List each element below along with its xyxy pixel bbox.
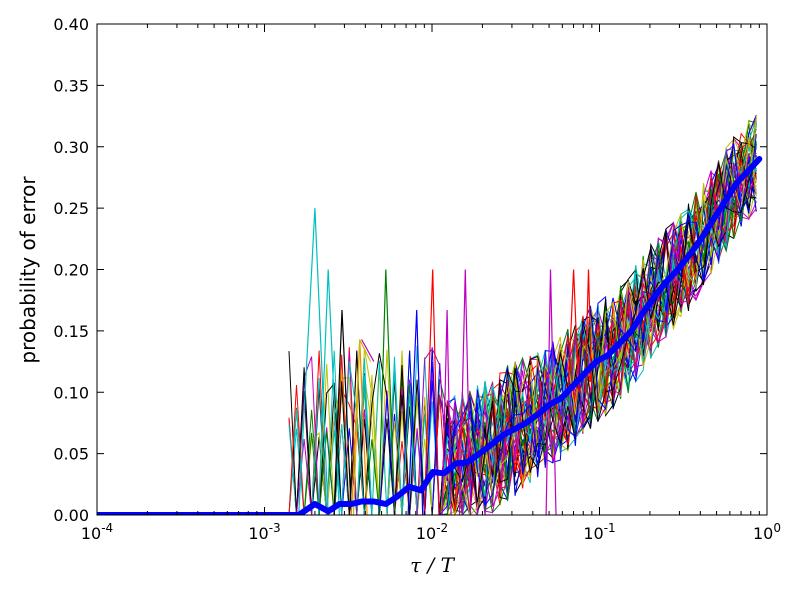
y-tick-label: 0.20: [53, 261, 89, 280]
noise-series-line: [289, 158, 757, 515]
y-tick-label: 0.15: [53, 322, 89, 341]
y-axis: 0.00 0.05 0.10 0.15 0.20 0.25 0.30 0.35 0.40: [53, 15, 767, 525]
noise-series-line: [289, 137, 757, 515]
spike-series-line: [407, 309, 424, 515]
y-tick-label: 0.00: [53, 506, 89, 525]
spike-series-line: [333, 309, 352, 515]
x-tick-label: 10-3: [248, 521, 280, 543]
noise-series-line: [289, 134, 757, 515]
spike-series-line: [423, 269, 440, 515]
mean-series-group: [97, 156, 763, 515]
y-tick-label: 0.30: [53, 138, 89, 157]
y-tick-label: 0.25: [53, 199, 89, 218]
x-tick-label: 10-2: [416, 521, 448, 543]
y-tick-label: 0.05: [53, 445, 89, 464]
spike-series-line: [567, 269, 580, 393]
x-axis: 10-4 10-3 10-2 10-1 100: [81, 24, 781, 543]
y-tick-label: 0.10: [53, 383, 89, 402]
noise-series-line: [289, 145, 757, 515]
spike-series-line: [378, 269, 396, 515]
noise-series-line: [289, 163, 757, 515]
spike-series-line: [584, 269, 593, 393]
noise-series-line: [289, 115, 757, 515]
noise-series-line: [289, 118, 757, 515]
y-tick-label: 0.35: [53, 76, 89, 95]
y-axis-label: probability of error: [16, 176, 40, 364]
spike-series-line: [317, 269, 340, 515]
noise-series-line: [289, 160, 757, 515]
mean-series-line: [97, 156, 763, 515]
noise-series-line: [289, 159, 757, 515]
noise-series-line: [289, 143, 757, 515]
spike-series-line: [298, 208, 329, 515]
spike-series-line: [361, 339, 375, 362]
x-axis-label: τ / T: [410, 553, 456, 577]
y-tick-label: 0.40: [53, 15, 89, 34]
spike-series-line: [441, 309, 452, 515]
spike-series-group: [97, 208, 593, 515]
spike-series-line: [458, 269, 472, 515]
x-tick-label: 10-1: [583, 521, 615, 543]
noise-series-line: [288, 136, 757, 515]
spike-series-line: [545, 269, 557, 515]
spike-series-line: [352, 339, 372, 515]
series-group: [288, 114, 757, 515]
x-tick-label: 100: [753, 521, 781, 543]
